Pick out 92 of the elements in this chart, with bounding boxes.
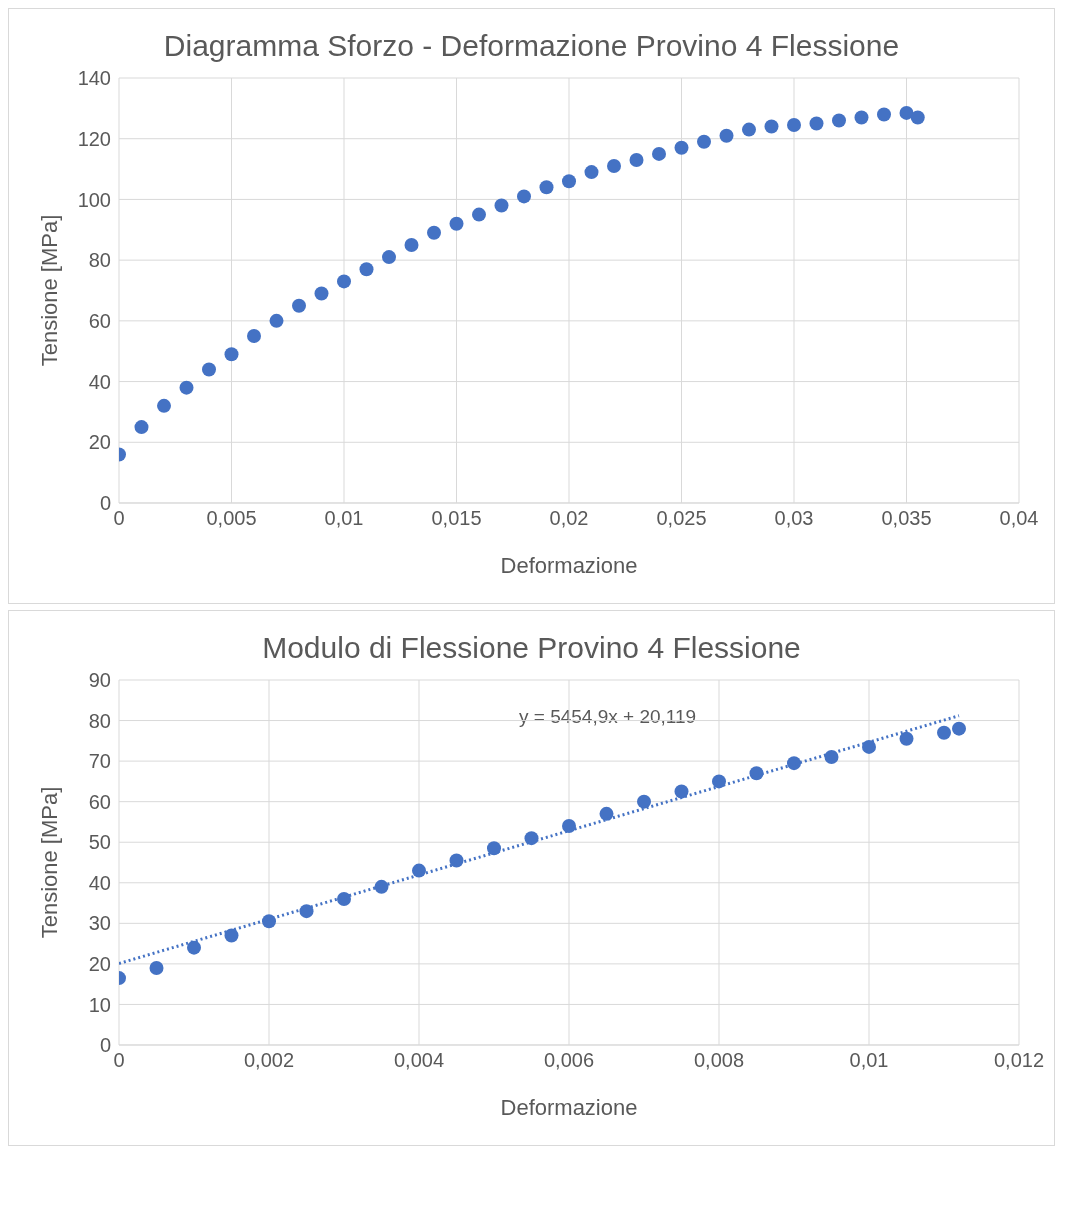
point — [247, 329, 261, 344]
point — [269, 313, 284, 328]
point — [487, 841, 501, 856]
point — [910, 110, 925, 125]
point — [697, 134, 711, 149]
y-tick-label: 70 — [88, 750, 111, 773]
y-axis-title: Tensione [MPa] — [36, 786, 62, 939]
x-tick-label: 0,02 — [549, 507, 589, 530]
chart-title: Modulo di Flessione Provino 4 Flessione — [261, 630, 802, 665]
point — [787, 756, 801, 771]
x-tick-label: 0,01 — [849, 1049, 889, 1072]
y-tick-label: 0 — [99, 492, 111, 515]
point — [449, 216, 464, 231]
point — [637, 794, 651, 809]
point — [202, 362, 216, 377]
point — [427, 225, 441, 240]
x-axis-title: Deformazione — [500, 553, 638, 578]
point — [652, 146, 666, 161]
point — [764, 119, 779, 134]
point — [359, 262, 374, 277]
y-tick-label: 90 — [88, 669, 111, 692]
point — [719, 128, 734, 143]
chart-title: Diagramma Sforzo - Deformazione Provino 4 Flessione — [162, 28, 901, 63]
point — [787, 118, 801, 133]
x-tick-label: 0 — [113, 1049, 125, 1072]
point — [712, 774, 726, 789]
y-tick-label: 80 — [88, 249, 111, 272]
point — [562, 174, 576, 189]
point — [157, 398, 171, 413]
x-tick-label: 0,002 — [243, 1049, 295, 1072]
point — [149, 960, 164, 975]
point — [877, 107, 891, 122]
y-tick-label: 50 — [88, 831, 111, 854]
y-tick-label: 140 — [77, 67, 111, 90]
point — [337, 274, 351, 289]
point — [314, 286, 329, 301]
x-tick-label: 0,04 — [999, 507, 1039, 530]
point — [862, 739, 876, 754]
point — [337, 892, 351, 906]
point — [134, 420, 149, 435]
y-tick-label: 80 — [88, 709, 111, 732]
point — [674, 140, 689, 155]
y-tick-label: 60 — [88, 309, 111, 332]
point — [412, 863, 426, 878]
point — [224, 347, 239, 362]
point — [517, 189, 531, 204]
point — [674, 784, 689, 799]
point — [809, 116, 824, 131]
y-axis-title: Tensione [MPa] — [36, 214, 62, 367]
point — [179, 380, 194, 395]
point — [539, 180, 554, 195]
point — [607, 159, 621, 174]
annotation: y = 5454,9x + 20,119 — [519, 706, 697, 728]
point — [292, 298, 306, 313]
y-tick-label: 20 — [88, 952, 111, 975]
x-tick-label: 0,012 — [993, 1049, 1045, 1072]
x-tick-label: 0,025 — [656, 507, 707, 530]
y-tick-label: 0 — [99, 1034, 111, 1057]
x-tick-label: 0 — [113, 507, 125, 530]
point — [899, 105, 914, 120]
point — [937, 725, 951, 740]
point — [494, 198, 509, 213]
x-tick-label: 0,006 — [543, 1049, 595, 1072]
x-tick-label: 0,015 — [431, 507, 482, 530]
point — [854, 110, 869, 125]
point — [584, 165, 599, 180]
point — [382, 250, 396, 265]
point — [404, 237, 419, 252]
x-tick-label: 0,035 — [881, 507, 932, 530]
y-tick-label: 40 — [88, 370, 111, 393]
point — [629, 152, 644, 167]
x-tick-label: 0,01 — [324, 507, 364, 530]
x-tick-label: 0,03 — [774, 507, 814, 530]
point — [599, 806, 614, 821]
point — [899, 731, 914, 746]
y-tick-label: 60 — [88, 790, 111, 813]
y-tick-label: 120 — [77, 127, 111, 150]
x-axis-title: Deformazione — [500, 1095, 638, 1120]
y-tick-label: 30 — [88, 912, 111, 935]
point — [187, 940, 201, 955]
point — [472, 207, 486, 222]
x-tick-label: 0,005 — [206, 507, 257, 530]
y-tick-label: 20 — [88, 431, 111, 454]
x-tick-label: 0,008 — [693, 1049, 745, 1072]
y-tick-label: 40 — [88, 871, 111, 894]
point — [952, 721, 966, 736]
y-tick-label: 10 — [88, 993, 111, 1016]
point — [562, 819, 576, 833]
point — [832, 113, 846, 128]
point — [742, 122, 756, 137]
x-tick-label: 0,004 — [393, 1049, 445, 1072]
y-tick-label: 100 — [77, 188, 111, 211]
